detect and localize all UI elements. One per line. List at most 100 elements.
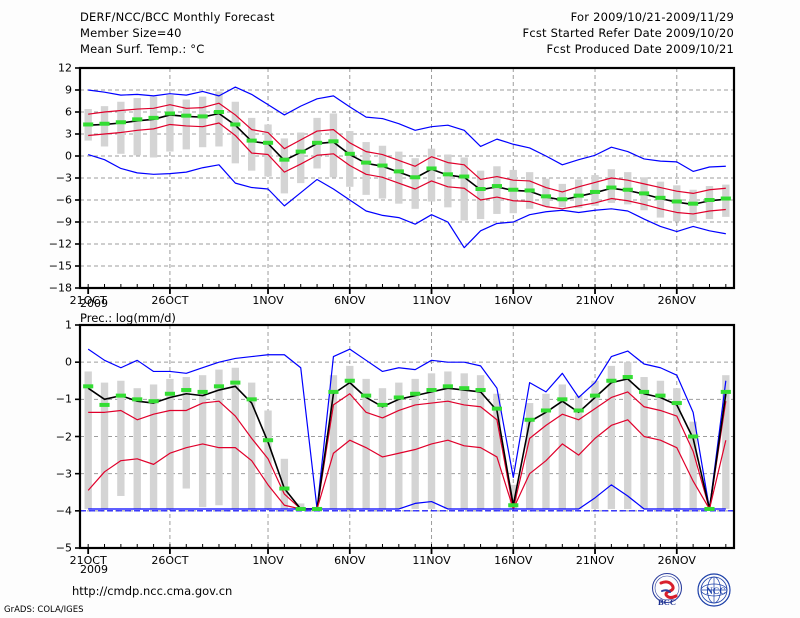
- x-tick-label: 21NOV: [575, 554, 615, 567]
- header-produced-date: Fcst Produced Date 2009/10/21: [546, 42, 734, 56]
- y-tick-label: −18: [48, 281, 72, 295]
- spread-bar: [149, 384, 158, 509]
- x-tick-label: 16NOV: [494, 554, 533, 567]
- spread-bar: [525, 403, 534, 509]
- spread-bar: [607, 365, 616, 509]
- y-tick-label: 1: [65, 318, 72, 332]
- spread-bar: [329, 375, 338, 509]
- spread-bar: [411, 158, 419, 209]
- spread-bar: [395, 382, 403, 509]
- y-tick-label: −3: [55, 171, 72, 185]
- spread-bar: [166, 378, 174, 509]
- spread-bar: [476, 375, 485, 509]
- spread-bar: [247, 117, 256, 171]
- x-tick-label: 21NOV: [575, 294, 615, 307]
- svg-text:BCC: BCC: [658, 597, 676, 607]
- spread-bar: [198, 96, 207, 148]
- y-tick-label: −4: [55, 504, 72, 518]
- spread-bar: [182, 99, 190, 150]
- spread-bar: [149, 96, 158, 158]
- spread-bar: [264, 124, 272, 177]
- spread-bar: [558, 384, 567, 509]
- svg-text:NCC: NCC: [706, 586, 726, 596]
- spread-bar: [460, 373, 468, 509]
- spread-bar: [297, 503, 305, 509]
- y-tick-label: 3: [65, 127, 72, 141]
- x-tick-label: 11NOV: [412, 554, 451, 567]
- spread-bar: [395, 151, 403, 204]
- spread-bar: [100, 382, 109, 509]
- x-tick-label: 11NOV: [412, 294, 451, 307]
- x-tick-label: 21OCT: [69, 294, 107, 307]
- spread-bar: [117, 101, 125, 154]
- y-tick-label: −2: [55, 430, 72, 443]
- spread-bar: [362, 378, 370, 509]
- series-upper-quartile: [88, 102, 726, 194]
- series-min-envelope: [88, 484, 726, 510]
- series-ensemble-mean: [88, 112, 726, 206]
- spread-bar: [84, 371, 92, 509]
- panel-surface-temperature: [75, 66, 736, 294]
- y-tick-label: 12: [58, 61, 72, 75]
- website-url[interactable]: http://cmdp.ncc.cma.gov.cn: [72, 584, 233, 598]
- spread-bar: [427, 148, 436, 202]
- spread-bar: [493, 393, 501, 509]
- spread-bar: [198, 375, 207, 508]
- spread-bar: [591, 380, 599, 509]
- y-tick-label: −1: [55, 392, 72, 406]
- header-title: DERF/NCC/BCC Monthly Forecast: [80, 10, 275, 24]
- spread-bar: [182, 377, 190, 489]
- spread-bar: [444, 154, 452, 208]
- spread-bar: [574, 395, 583, 509]
- series-max-envelope: [87, 348, 727, 510]
- x-tick-label: 1NOV: [252, 294, 284, 307]
- spread-bar: [689, 189, 697, 222]
- spread-bar: [705, 186, 714, 220]
- bottom-chart-year-label: 2009: [80, 563, 108, 576]
- header-member-size: Member Size=40: [80, 26, 182, 40]
- spread-bar: [624, 362, 632, 509]
- spread-bar: [280, 458, 289, 509]
- series-max-envelope: [88, 86, 726, 172]
- spread-bar: [493, 166, 501, 214]
- y-tick-label: −5: [55, 541, 72, 555]
- y-tick-label: 6: [65, 105, 72, 119]
- header-started-date: Fcst Started Refer Date 2009/10/20: [522, 26, 734, 40]
- spread-bar: [166, 95, 174, 152]
- spread-bar: [247, 382, 256, 509]
- spread-bar: [542, 178, 550, 207]
- spread-bar: [640, 377, 648, 509]
- spread-bar: [346, 365, 354, 509]
- y-tick-label: −12: [48, 237, 72, 251]
- spread-bar: [215, 91, 223, 147]
- y-tick-label: −9: [55, 215, 72, 229]
- series-min-envelope: [87, 153, 726, 249]
- spread-bar: [133, 98, 141, 156]
- spread-bar: [411, 378, 419, 509]
- x-tick-label: 26NOV: [657, 554, 696, 567]
- series-upper-quartile: [88, 391, 727, 510]
- spread-bar: [378, 145, 387, 199]
- spread-bar: [542, 393, 550, 509]
- series-lower-quartile: [88, 122, 726, 215]
- precip-axis-title: Prec.: log(mm/d): [80, 311, 176, 325]
- x-tick-label: 6NOV: [334, 294, 366, 307]
- bcc-logo: BCC: [645, 572, 689, 610]
- top-chart-year-label: 2009: [80, 297, 108, 310]
- x-tick-label: 26NOV: [657, 294, 696, 307]
- series-lower-quartile: [87, 419, 727, 510]
- y-tick-label: −15: [48, 259, 72, 273]
- x-tick-label: 6NOV: [334, 554, 366, 567]
- spread-bar: [476, 170, 485, 220]
- y-tick-label: 0: [65, 355, 72, 369]
- spread-bar: [427, 373, 436, 509]
- x-tick-label: 16NOV: [494, 294, 533, 307]
- y-tick-label: 9: [65, 83, 72, 97]
- spread-bar: [558, 183, 567, 208]
- y-tick-label: −3: [55, 467, 72, 481]
- y-tick-label: −6: [55, 193, 72, 207]
- spread-bar: [231, 367, 240, 509]
- spread-bar: [297, 132, 305, 184]
- x-tick-label: 21OCT: [69, 554, 107, 567]
